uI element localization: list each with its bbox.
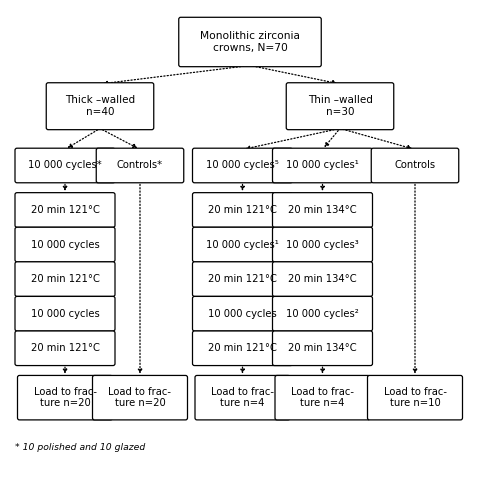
Text: 20 min 121°C: 20 min 121°C <box>208 274 277 284</box>
Text: 10 000 cycles¹: 10 000 cycles¹ <box>286 161 359 170</box>
FancyBboxPatch shape <box>272 148 372 183</box>
Text: 20 min 121°C: 20 min 121°C <box>208 205 277 215</box>
Text: 10 000 cycles: 10 000 cycles <box>30 309 100 319</box>
FancyBboxPatch shape <box>192 331 292 366</box>
FancyBboxPatch shape <box>272 193 372 227</box>
Text: 10 000 cycles*: 10 000 cycles* <box>28 161 102 170</box>
FancyBboxPatch shape <box>272 296 372 331</box>
FancyBboxPatch shape <box>179 17 321 67</box>
FancyBboxPatch shape <box>272 331 372 366</box>
FancyBboxPatch shape <box>272 227 372 262</box>
Text: Controls: Controls <box>394 161 436 170</box>
FancyBboxPatch shape <box>192 193 292 227</box>
Text: 20 min 134°C: 20 min 134°C <box>288 205 357 215</box>
FancyBboxPatch shape <box>371 148 459 183</box>
Text: Load to frac-
ture n=4: Load to frac- ture n=4 <box>211 387 274 409</box>
FancyBboxPatch shape <box>15 262 115 296</box>
FancyBboxPatch shape <box>15 331 115 366</box>
Text: Load to frac-
ture n=4: Load to frac- ture n=4 <box>291 387 354 409</box>
FancyBboxPatch shape <box>15 148 115 183</box>
Text: 20 min 121°C: 20 min 121°C <box>30 274 100 284</box>
FancyBboxPatch shape <box>46 83 154 130</box>
FancyBboxPatch shape <box>15 227 115 262</box>
Text: 20 min 121°C: 20 min 121°C <box>30 205 100 215</box>
Text: 10 000 cycles³: 10 000 cycles³ <box>286 240 359 249</box>
Text: 20 min 134°C: 20 min 134°C <box>288 343 357 353</box>
Text: Load to frac-
ture n=10: Load to frac- ture n=10 <box>384 387 446 409</box>
Text: Monolithic zirconia
crowns, N=70: Monolithic zirconia crowns, N=70 <box>200 31 300 53</box>
FancyBboxPatch shape <box>18 375 112 420</box>
FancyBboxPatch shape <box>368 375 462 420</box>
Text: 10 000 cycles²: 10 000 cycles² <box>286 309 359 319</box>
Text: 20 min 121°C: 20 min 121°C <box>208 343 277 353</box>
Text: 20 min 134°C: 20 min 134°C <box>288 274 357 284</box>
FancyBboxPatch shape <box>15 193 115 227</box>
Text: Thin –walled
n=30: Thin –walled n=30 <box>308 95 372 117</box>
Text: 10 000 cycles: 10 000 cycles <box>208 309 277 319</box>
FancyBboxPatch shape <box>192 148 292 183</box>
FancyBboxPatch shape <box>96 148 184 183</box>
Text: 10 000 cycles¹: 10 000 cycles¹ <box>206 240 279 249</box>
FancyBboxPatch shape <box>92 375 188 420</box>
Text: * 10 polished and 10 glazed: * 10 polished and 10 glazed <box>15 443 145 452</box>
FancyBboxPatch shape <box>272 262 372 296</box>
FancyBboxPatch shape <box>192 262 292 296</box>
FancyBboxPatch shape <box>192 296 292 331</box>
Text: Controls*: Controls* <box>117 161 163 170</box>
FancyBboxPatch shape <box>275 375 370 420</box>
Text: 10 000 cycles⁵: 10 000 cycles⁵ <box>206 161 279 170</box>
Text: Thick –walled
n=40: Thick –walled n=40 <box>65 95 135 117</box>
Text: Load to frac-
ture n=20: Load to frac- ture n=20 <box>34 387 96 409</box>
FancyBboxPatch shape <box>15 296 115 331</box>
FancyBboxPatch shape <box>286 83 394 130</box>
FancyBboxPatch shape <box>195 375 290 420</box>
Text: Load to frac-
ture n=20: Load to frac- ture n=20 <box>108 387 172 409</box>
Text: 20 min 121°C: 20 min 121°C <box>30 343 100 353</box>
FancyBboxPatch shape <box>192 227 292 262</box>
Text: 10 000 cycles: 10 000 cycles <box>30 240 100 249</box>
